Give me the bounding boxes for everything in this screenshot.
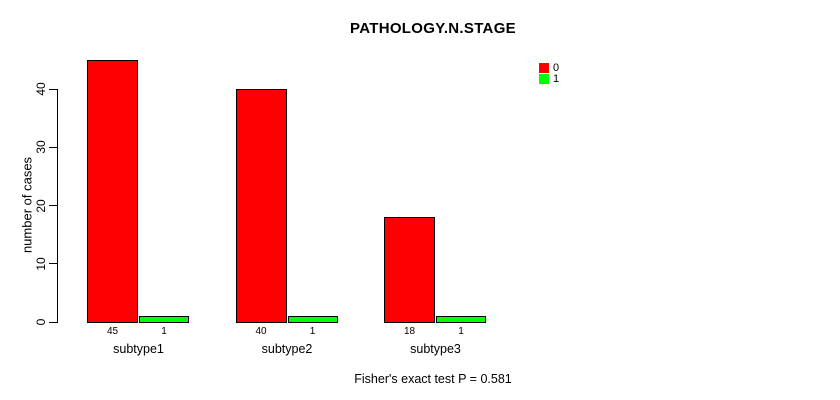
bar-subtype3-series-0 <box>384 217 435 323</box>
bar-subtype1-series-0 <box>87 59 138 323</box>
bar-subtype3-series-1 <box>436 316 486 323</box>
y-tick-mark <box>49 88 57 90</box>
legend-label: 1 <box>553 73 560 85</box>
bar-count-label: 40 <box>255 326 267 337</box>
legend-row: 0 <box>539 62 560 74</box>
bar-subtype2-series-0 <box>235 89 287 323</box>
y-tick-label: 30 <box>34 140 48 154</box>
bar-count-label: 45 <box>106 326 119 337</box>
legend-swatch <box>539 63 549 73</box>
bar-count-label: 1 <box>161 326 167 337</box>
y-tick-mark <box>49 146 57 148</box>
y-tick-mark <box>49 205 57 206</box>
bar-count-label: 1 <box>458 326 464 337</box>
y-tick-label: 10 <box>34 257 48 271</box>
y-axis-label: number of cases <box>19 156 35 254</box>
bar-subtype1-series-1 <box>139 316 189 323</box>
legend-row: 1 <box>539 73 560 85</box>
y-axis-line <box>57 89 58 323</box>
bar-count-label: 18 <box>403 326 416 337</box>
y-tick-label: 20 <box>34 198 48 213</box>
legend-label: 0 <box>553 62 560 74</box>
y-tick-mark <box>49 321 57 323</box>
category-label-subtype2: subtype2 <box>261 342 313 356</box>
category-label-subtype1: subtype1 <box>113 342 164 356</box>
bar-subtype2-series-1 <box>287 316 338 323</box>
y-tick-label: 40 <box>34 82 48 96</box>
legend-swatch <box>539 74 549 84</box>
chart-title: PATHOLOGY.N.STAGE <box>350 20 516 37</box>
category-label-subtype3: subtype3 <box>410 342 461 356</box>
y-tick-mark <box>49 263 57 265</box>
bar-count-label: 1 <box>309 326 316 337</box>
y-tick-label: 0 <box>34 318 48 326</box>
annotation-text: Fisher's exact test P = 0.581 <box>354 372 512 386</box>
